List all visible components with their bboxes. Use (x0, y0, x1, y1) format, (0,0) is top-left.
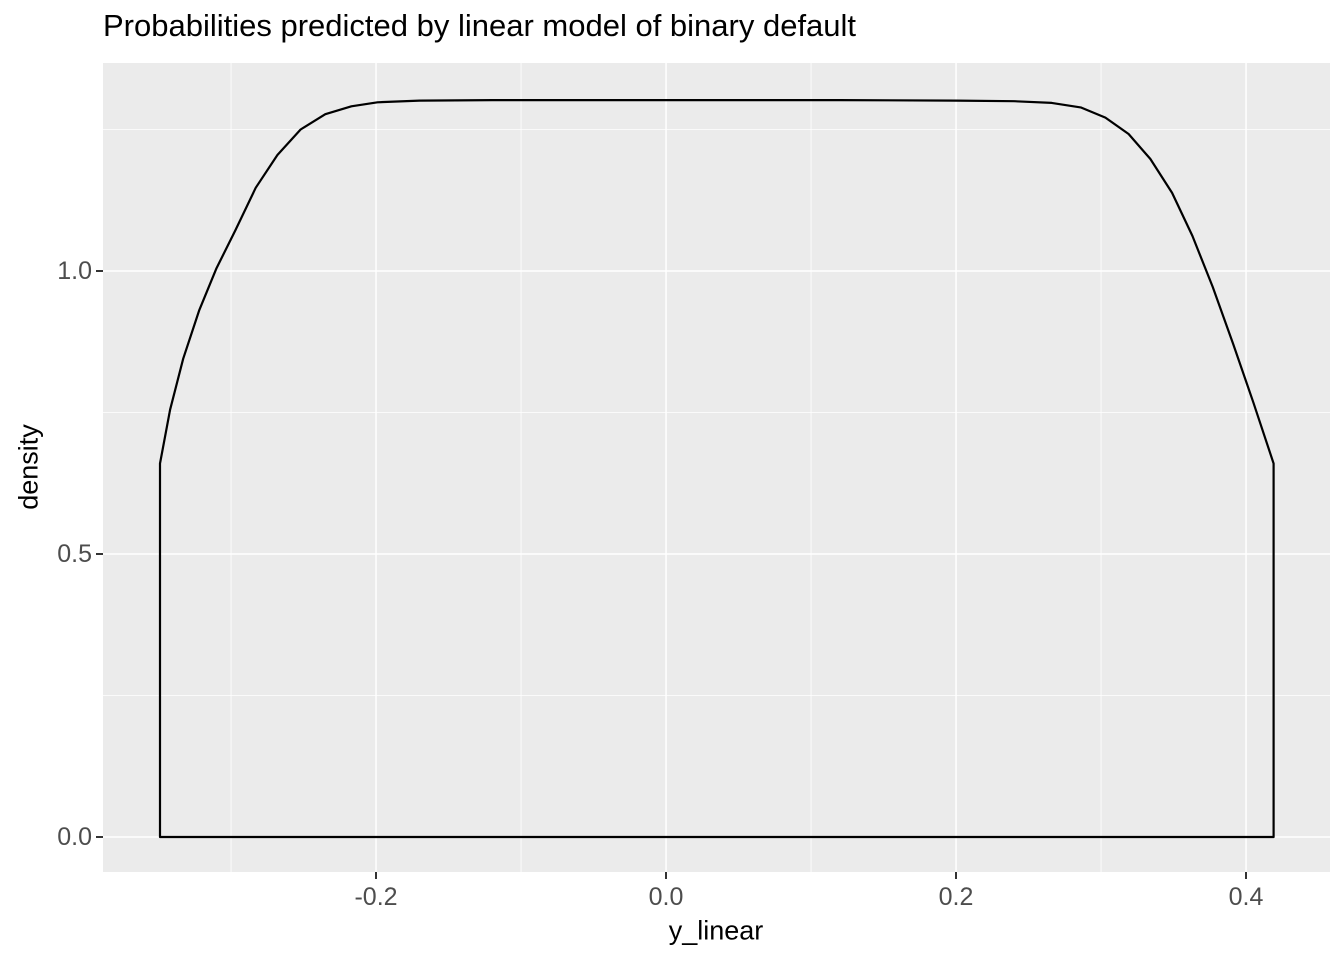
x-tick-mark (665, 872, 668, 879)
y-tick-label: 0.5 (57, 539, 92, 568)
y-axis-title: density (13, 424, 44, 510)
y-tick-mark (96, 270, 103, 272)
y-tick-label: 0.0 (57, 822, 92, 851)
x-tick-label: -0.2 (354, 883, 398, 911)
plot-panel (103, 63, 1330, 872)
x-tick-label: 0.2 (938, 883, 974, 911)
minor-gridlines (103, 63, 1330, 872)
major-gridlines (103, 63, 1330, 872)
x-tick-label: 0.0 (648, 883, 684, 911)
x-tick-mark (1245, 872, 1248, 879)
y-tick-label: 1.0 (57, 256, 92, 285)
x-tick-mark (375, 872, 378, 879)
x-tick-label: 0.4 (1228, 883, 1264, 911)
plot-title: Probabilities predicted by linear model … (103, 8, 857, 43)
plot-panel-svg (103, 63, 1330, 872)
x-tick-mark (955, 872, 958, 879)
density-curve (158, 99, 1275, 839)
y-tick-mark (96, 553, 103, 555)
x-axis-title: y_linear (668, 915, 764, 946)
y-tick-mark (96, 836, 103, 839)
